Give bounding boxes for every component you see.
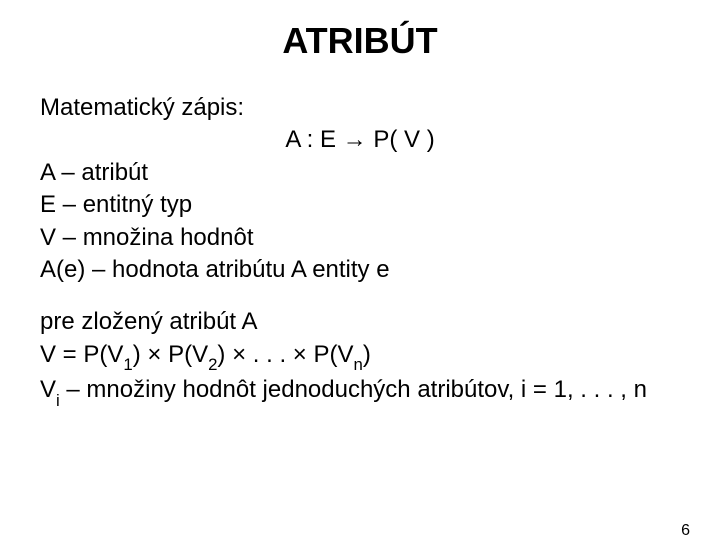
comp-mid-2: ) × . . . × P(V [217, 341, 353, 368]
comp-mid-1: ) × P(V [133, 341, 208, 368]
vi-line: Vi – množiny hodnôt jednoduchých atribút… [40, 374, 680, 409]
slide-content: Matematický zápis: A : E → P( V ) A – at… [0, 92, 720, 410]
comp-sub-1: 1 [123, 355, 132, 374]
slide: ATRIBÚT Matematický zápis: A : E → P( V … [0, 20, 720, 540]
comp-sub-2: 2 [208, 355, 217, 374]
compound-label: pre zložený atribút A [40, 306, 680, 338]
vi-prefix: V [40, 376, 56, 403]
vi-rest: – množiny hodnôt jednoduchých atribútov,… [60, 376, 647, 403]
mapping-formula: A : E → P( V ) [40, 124, 680, 156]
notation-label: Matematický zápis: [40, 92, 680, 124]
definition-e: E – entitný typ [40, 189, 680, 221]
compound-formula: V = P(V1) × P(V2) × . . . × P(Vn) [40, 339, 680, 374]
comp-sub-n: n [353, 355, 362, 374]
definitions-block: Matematický zápis: A : E → P( V ) A – at… [40, 92, 680, 286]
comp-suffix: ) [363, 341, 371, 368]
definition-a: A – atribút [40, 157, 680, 189]
page-number: 6 [681, 522, 690, 540]
slide-title: ATRIBÚT [0, 20, 720, 62]
definition-ae: A(e) – hodnota atribútu A entity e [40, 254, 680, 286]
compound-block: pre zložený atribút A V = P(V1) × P(V2) … [40, 306, 680, 409]
vi-sub: i [56, 391, 60, 410]
definition-v: V – množina hodnôt [40, 222, 680, 254]
comp-prefix: V = P(V [40, 341, 123, 368]
